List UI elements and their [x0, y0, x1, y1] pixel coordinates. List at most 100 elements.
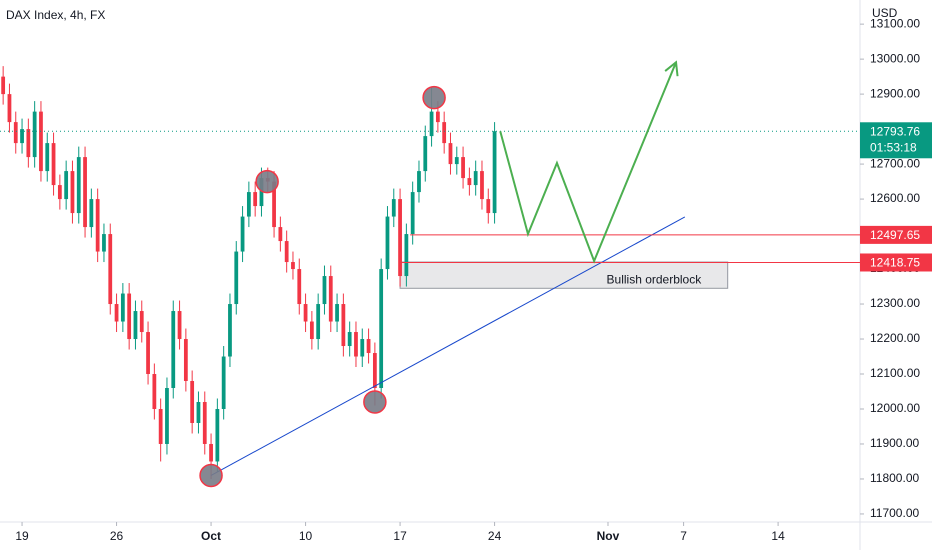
countdown-label: 01:53:18	[870, 140, 917, 154]
candle-body	[448, 143, 453, 165]
candle-body	[26, 129, 31, 158]
candle-body	[120, 293, 125, 322]
y-tick-label: 13100.00	[870, 16, 920, 30]
candle-body	[492, 131, 497, 214]
x-tick-label: 17	[393, 529, 407, 543]
candle-body	[246, 192, 251, 217]
level-label-box	[860, 225, 932, 244]
candle-body	[146, 332, 150, 375]
candle-body	[240, 216, 245, 252]
candle-body	[309, 321, 314, 340]
y-tick-label: 12700.00	[870, 156, 920, 170]
candle-body	[196, 401, 201, 423]
level-label: 12418.75	[870, 256, 920, 270]
x-tick-label: 14	[771, 529, 785, 543]
orderblock-label: Bullish orderblock	[607, 272, 703, 286]
y-tick-label: 12600.00	[870, 191, 920, 205]
candle-body	[183, 339, 188, 382]
candle-body	[95, 199, 100, 252]
candle-body	[102, 234, 106, 252]
candle-body	[328, 276, 333, 322]
chart-title: DAX Index, 4h, FX	[6, 8, 105, 22]
y-tick-label: 11900.00	[870, 436, 919, 450]
last-price-box	[860, 122, 932, 159]
y-tick-label: 12200.00	[870, 331, 920, 345]
swing-point	[199, 463, 223, 488]
candle-body	[291, 262, 295, 270]
axis-unit: USD	[872, 6, 898, 20]
candle-body	[83, 157, 87, 228]
candle-body	[303, 304, 308, 322]
trendline	[210, 216, 686, 476]
candle-body	[127, 293, 132, 340]
candle-body	[64, 171, 69, 200]
candle-body	[259, 178, 264, 207]
candle-body	[57, 185, 62, 200]
candle-body	[272, 181, 276, 228]
y-tick-label: 12100.00	[870, 366, 920, 380]
candle-body	[322, 276, 327, 305]
x-tick-label: Nov	[597, 529, 620, 543]
candle-body	[385, 216, 390, 270]
candle-body	[13, 122, 18, 144]
candle-body	[284, 241, 289, 263]
y-tick-label: 12000.00	[870, 401, 920, 415]
candle-body	[410, 192, 415, 235]
candle-body	[114, 304, 119, 322]
candle-body	[158, 408, 163, 444]
candle-body	[108, 234, 113, 305]
candle-body	[171, 311, 176, 389]
y-tick-label: 12900.00	[870, 86, 920, 100]
candle-body	[354, 332, 358, 357]
candle-body	[473, 171, 478, 186]
candle-body	[486, 199, 491, 214]
candle-body	[316, 304, 321, 340]
candle-body	[32, 111, 37, 158]
y-tick-label: 11800.00	[870, 471, 919, 485]
candle-body	[152, 374, 157, 409]
level-label: 12497.65	[870, 228, 920, 242]
x-tick-label: 7	[680, 529, 687, 543]
candle-body	[70, 171, 75, 214]
candle-body	[391, 199, 396, 217]
candle-body	[417, 171, 421, 193]
last-price-label: 12793.76	[870, 124, 920, 138]
y-tick-label: 11700.00	[870, 506, 919, 520]
y-tick-label: 13000.00	[870, 51, 920, 65]
candle-body	[39, 111, 43, 172]
candle-body	[461, 157, 465, 179]
candle-body	[435, 111, 440, 123]
candle-body	[45, 143, 50, 172]
candle-body	[341, 304, 346, 347]
candle-body	[278, 227, 283, 242]
x-tick-label: 10	[299, 529, 313, 543]
candle-body	[51, 143, 56, 186]
candle-body	[165, 388, 169, 444]
candle-body	[89, 199, 94, 228]
candle-body	[177, 311, 182, 340]
x-tick-label: 24	[488, 529, 502, 543]
swing-point	[422, 85, 446, 110]
candle-body	[139, 311, 144, 333]
candle-body	[335, 304, 339, 322]
candle-body	[467, 178, 472, 186]
y-tick-label: 12300.00	[870, 296, 920, 310]
swing-point	[363, 390, 387, 414]
candle-body	[234, 251, 239, 305]
candle-body	[190, 381, 195, 423]
candle-body	[133, 311, 138, 340]
candle-body	[76, 157, 81, 214]
candle-body	[404, 234, 409, 277]
candle-body	[360, 339, 365, 357]
candle-body	[423, 136, 428, 172]
candle-body	[20, 129, 24, 144]
x-tick-label: 19	[15, 529, 29, 543]
candle-body	[398, 199, 402, 277]
candle-body	[372, 353, 377, 389]
candle-body	[221, 356, 226, 409]
candle-body	[297, 269, 302, 305]
x-tick-label: Oct	[201, 529, 221, 543]
candle-body	[480, 171, 484, 200]
candle-body	[202, 401, 207, 444]
